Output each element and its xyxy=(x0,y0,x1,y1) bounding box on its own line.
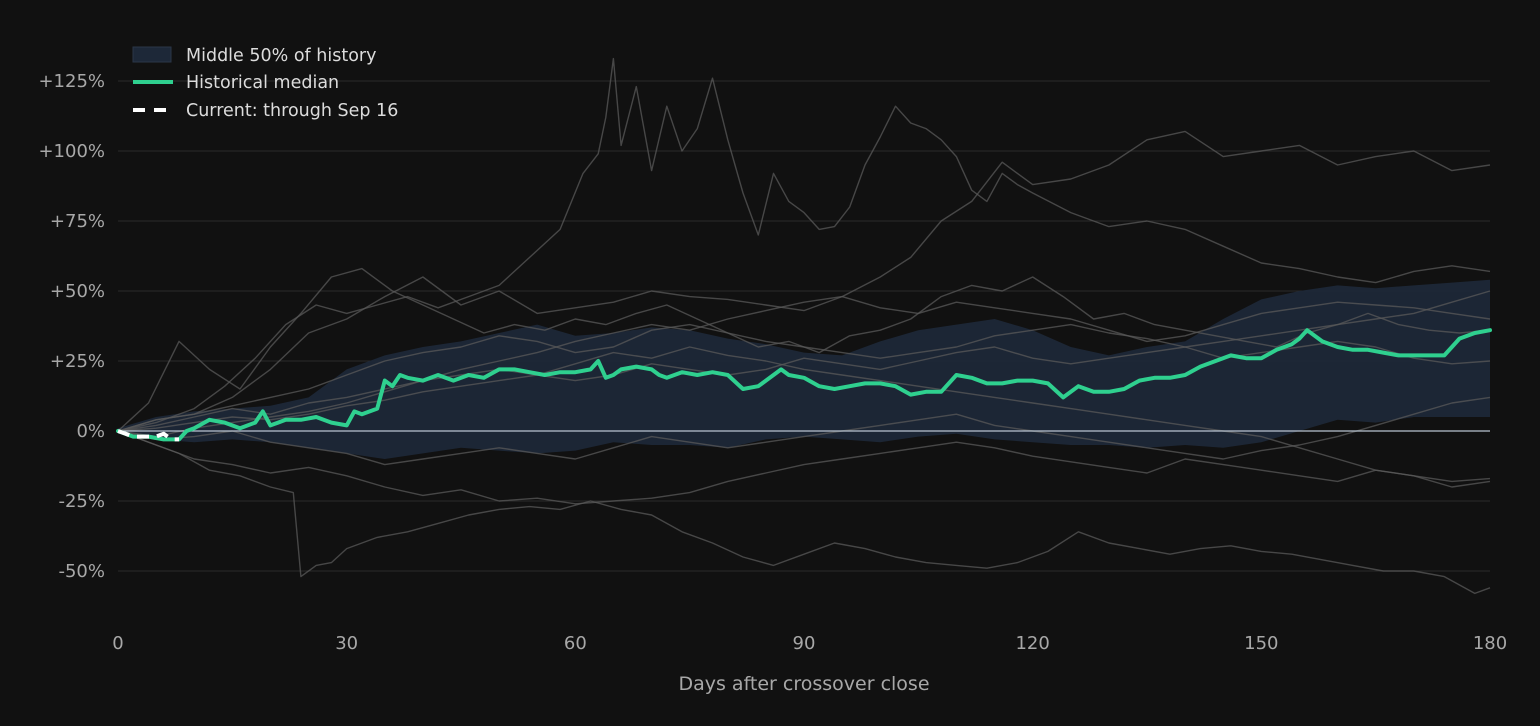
x-axis-label: Days after crossover close xyxy=(678,673,929,695)
history-path-7 xyxy=(117,396,1491,466)
x-tick-label: 30 xyxy=(335,633,358,654)
current-line-group xyxy=(117,429,179,442)
history-path-10 xyxy=(117,295,1491,438)
history-path-8 xyxy=(117,346,1491,488)
legend-current-label: Current: through Sep 16 xyxy=(186,101,398,121)
x-tick-label: 0 xyxy=(112,633,123,654)
y-tick-label: +75% xyxy=(50,211,105,232)
y-tick-label: -50% xyxy=(58,561,105,582)
median-line-group xyxy=(116,328,1492,442)
y-tick-label: -25% xyxy=(58,491,105,512)
current-line xyxy=(117,429,179,442)
y-axis-ticks: +125% +100% +75% +50% +25% 0% -25% -50% xyxy=(38,71,105,582)
x-tick-label: 90 xyxy=(793,633,816,654)
history-path-2 xyxy=(117,130,1491,432)
median-line xyxy=(116,328,1492,442)
y-tick-label: +25% xyxy=(50,351,105,372)
y-tick-label: +125% xyxy=(38,71,105,92)
history-path-9 xyxy=(117,323,1491,432)
history-path-4 xyxy=(117,430,1491,595)
legend: Middle 50% of history Historical median … xyxy=(132,46,398,121)
x-axis-ticks: 0 30 60 90 120 150 180 xyxy=(112,633,1507,654)
history-lines xyxy=(117,57,1491,595)
legend-band-swatch xyxy=(132,46,172,63)
history-path-6 xyxy=(117,290,1491,432)
x-tick-label: 120 xyxy=(1015,633,1049,654)
y-tick-label: 0% xyxy=(76,421,105,442)
x-tick-label: 60 xyxy=(564,633,587,654)
y-tick-label: +50% xyxy=(50,281,105,302)
history-path-5 xyxy=(117,430,1491,505)
history-path-1 xyxy=(117,57,1491,432)
x-tick-label: 150 xyxy=(1244,633,1278,654)
x-tick-label: 180 xyxy=(1473,633,1507,654)
y-tick-label: +100% xyxy=(38,141,105,162)
legend-median-label: Historical median xyxy=(186,73,339,93)
legend-band-label: Middle 50% of history xyxy=(186,46,376,66)
